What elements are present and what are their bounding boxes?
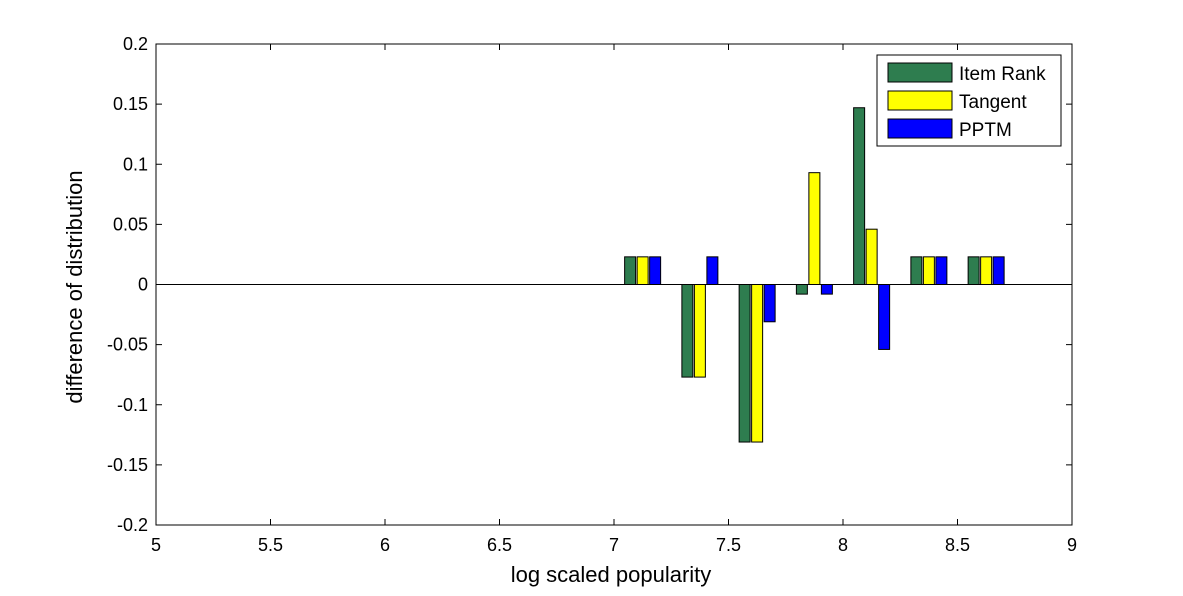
y-tick-label-0: -0.2 [117,515,148,535]
x-axis-label: log scaled popularity [511,562,712,587]
y-tick-label-8: 0.2 [123,34,148,54]
y-tick-label-3: -0.05 [107,335,148,355]
bar-item-rank-6 [967,256,980,285]
bar-pptm-0 [649,256,662,285]
y-axis-label: difference of distribution [62,170,87,403]
x-tick-label-7: 8.5 [945,535,970,555]
legend-label-item-rank: Item Rank [959,64,1046,85]
bar-pptm-2 [763,284,776,323]
bar-pptm-1 [706,256,719,285]
x-tick-label-3: 6.5 [487,535,512,555]
bar-pptm-6 [992,256,1005,285]
bar-item-rank-5 [910,256,923,285]
bars-layer [624,107,1005,443]
x-tick-label-1: 5.5 [258,535,283,555]
bar-pptm-4 [878,284,891,350]
bar-tangent-6 [980,256,993,285]
bar-tangent-0 [636,256,649,285]
x-tick-label-0: 5 [151,535,161,555]
x-tick-label-6: 8 [838,535,848,555]
bar-tangent-2 [751,284,764,443]
x-tick-label-8: 9 [1067,535,1077,555]
x-axis: 5 5.5 6 6.5 7 7.5 8 8.5 9 [151,44,1077,555]
legend-label-tangent: Tangent [959,92,1027,113]
x-tick-label-5: 7.5 [716,535,741,555]
bar-item-rank-2 [738,284,751,443]
y-tick-label-2: -0.1 [117,395,148,415]
bar-item-rank-3 [795,284,808,295]
y-tick-label-6: 0.1 [123,154,148,174]
bar-tangent-3 [808,172,821,285]
legend-swatch-item-rank [887,62,953,83]
y-tick-label-1: -0.15 [107,455,148,475]
y-tick-label-7: 0.15 [113,94,148,114]
bar-pptm-3 [820,284,833,295]
bar-tangent-4 [865,228,878,286]
x-tick-label-4: 7 [609,535,619,555]
legend-label-pptm: PPTM [959,120,1012,141]
bar-pptm-5 [935,256,948,285]
bar-item-rank-1 [681,284,694,378]
y-tick-label-4: 0 [138,275,148,295]
x-tick-label-2: 6 [380,535,390,555]
bar-item-rank-0 [624,256,637,285]
y-tick-label-5: 0.05 [113,214,148,234]
legend-swatch-tangent [887,90,953,111]
legend-swatch-pptm [887,118,953,139]
bar-item-rank-4 [853,107,866,286]
bar-tangent-5 [922,256,935,285]
legend: Item Rank Tangent PPTM [876,54,1062,147]
y-axis: -0.2 -0.15 -0.1 -0.05 0 0.05 0.1 0.15 0.2 [107,34,1072,535]
bar-tangent-1 [693,284,706,378]
